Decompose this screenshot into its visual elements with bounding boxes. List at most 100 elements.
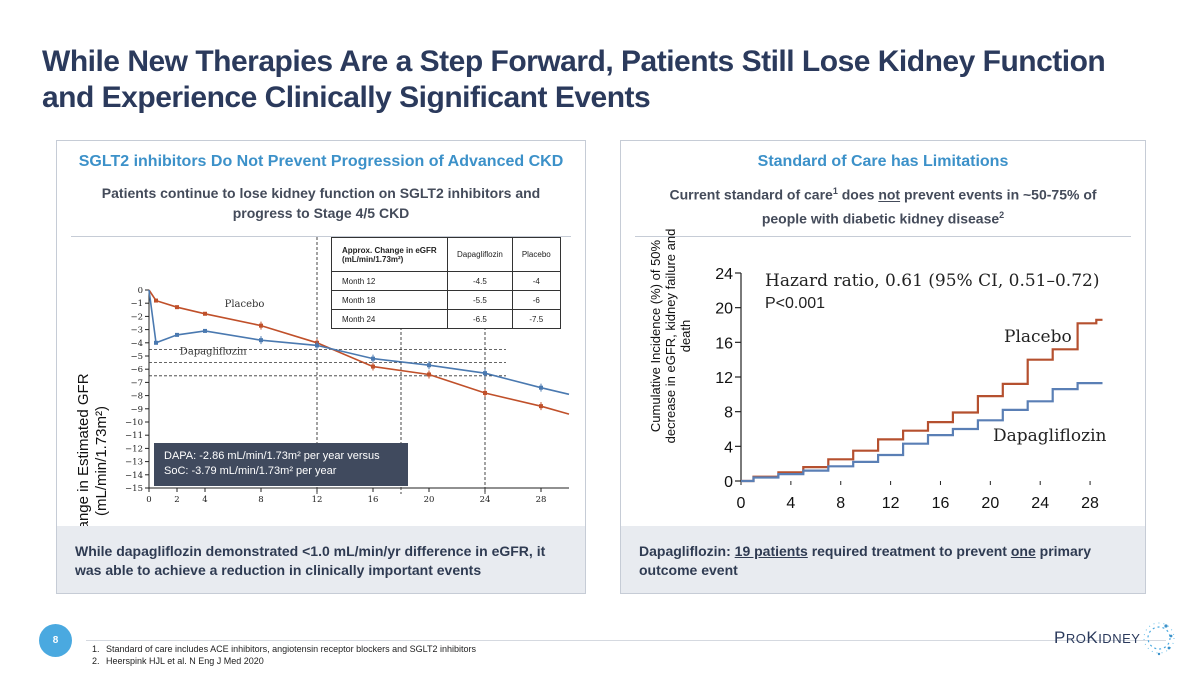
row-dapa: -5.5 — [447, 290, 513, 310]
y-tick-label: −12 — [125, 444, 143, 454]
y-tick-label: −5 — [130, 352, 143, 362]
series-label-placebo: Placebo — [1004, 327, 1072, 347]
footnote-num: 2. — [92, 656, 100, 666]
table-row: Month 18 -5.5 -6 — [331, 290, 561, 310]
x-tick-label: 24 — [1031, 495, 1049, 512]
y-tick-label: −2 — [130, 312, 143, 322]
logo-wordmark: PROKIDNEY — [1054, 628, 1140, 648]
footer-divider — [86, 640, 1166, 641]
footnote-1: 1. Standard of care includes ACE inhibito… — [92, 643, 476, 655]
x-tick-label: 20 — [424, 495, 435, 505]
logo-dots-icon — [1143, 622, 1175, 656]
y-tick-label: 8 — [724, 405, 733, 422]
data-point-dapagliflozin — [154, 340, 158, 345]
x-tick-label: 24 — [480, 495, 491, 505]
row-label: Month 24 — [331, 309, 448, 329]
footer-part: Dapagliflozin: — [639, 543, 735, 559]
table-row: Month 24 -6.5 -7.5 — [331, 309, 561, 329]
row-placebo: -7.5 — [511, 309, 561, 329]
row-placebo: -6 — [511, 290, 561, 310]
right-divider — [635, 236, 1131, 237]
right-panel-heading: Standard of Care has Limitations — [757, 153, 1009, 170]
data-point-dapagliflozin — [203, 328, 207, 333]
x-tick-label: 28 — [1081, 495, 1099, 512]
y-tick-label: −10 — [125, 418, 143, 428]
x-tick-label: 28 — [536, 495, 547, 505]
footer-one: one — [1010, 543, 1036, 559]
y-tick-label: −9 — [130, 405, 143, 415]
y-tick-label: −13 — [125, 458, 143, 468]
data-point-dapagliflozin — [175, 332, 179, 337]
hazard-ratio-annotation: Hazard ratio, 0.61 (95% CI, 0.51–0.72) — [765, 271, 1099, 291]
data-point-placebo — [203, 311, 207, 316]
data-point-placebo — [154, 298, 158, 303]
row-placebo: -4 — [511, 271, 561, 291]
data-point-placebo — [175, 305, 179, 310]
row-dapa: -4.5 — [447, 271, 513, 291]
y-tick-label: −3 — [130, 326, 143, 336]
left-panel-subheading: Patients continue to lose kidney functio… — [101, 185, 541, 221]
table-row: Month 12 -4.5 -4 — [331, 271, 561, 291]
y-tick-label: 0 — [724, 474, 733, 491]
left-panel: SGLT2 inhibitors Do Not Prevent Progress… — [56, 140, 586, 594]
subheading-part: does — [837, 186, 879, 203]
logo-part: RO — [1065, 631, 1087, 646]
y-tick-label: 24 — [715, 266, 733, 283]
egfr-table-header: Approx. Change in eGFR (mL/min/1.73m²) — [331, 237, 448, 272]
y-tick-label: 20 — [715, 301, 733, 318]
y-tick-label: −6 — [130, 365, 143, 375]
egfr-table: Approx. Change in eGFR (mL/min/1.73m²) D… — [331, 237, 561, 329]
x-tick-label: 0 — [737, 495, 746, 512]
subheading-not: not — [878, 186, 901, 203]
series-label-dapagliflozin: Dapagliflozin — [993, 426, 1107, 446]
y-tick-label: 0 — [138, 286, 143, 296]
right-panel-footer: Dapagliflozin: 19 patients required trea… — [621, 526, 1145, 593]
footer-part: required treatment to prevent — [807, 543, 1011, 559]
right-footer-text: Dapagliflozin: 19 patients required trea… — [639, 542, 1127, 580]
footnotes: 1. Standard of care includes ACE inhibito… — [92, 643, 476, 667]
p-value-annotation: P<0.001 — [765, 295, 825, 312]
page-number: 8 — [39, 624, 72, 657]
x-tick-label: 12 — [882, 495, 900, 512]
footnote-ref-1: 1 — [832, 186, 838, 196]
row-label: Month 12 — [331, 271, 448, 291]
x-tick-label: 8 — [836, 495, 845, 512]
logo-part: K — [1086, 628, 1099, 647]
incidence-chart: 0 4 8 12 16 20 24 0 4 8 12 16 20 24 28 Hazard ratio, 0.… — [715, 266, 1107, 512]
y-tick-label: −14 — [125, 471, 143, 481]
footnote-num: 1. — [92, 644, 100, 654]
y-tick-label: −7 — [130, 378, 143, 388]
footnote-2: 2. Heerspink HJL et al. N Eng J Med 2020 — [92, 655, 476, 667]
y-tick-label: 12 — [715, 370, 733, 387]
series-line-dapagliflozin — [741, 382, 1103, 483]
x-tick-label: 16 — [932, 495, 950, 512]
note-line-1: DAPA: -2.86 mL/min/1.73m² per year versu… — [164, 450, 380, 462]
x-tick-label: 8 — [258, 495, 263, 505]
y-tick-label: 4 — [724, 439, 733, 456]
x-tick-label: 16 — [368, 495, 379, 505]
logo-part: IDNEY — [1098, 631, 1141, 646]
right-panel-subheading: Current standard of care1 does not preve… — [645, 181, 1121, 228]
series-label-placebo: Placebo — [225, 299, 265, 310]
y-tick-label: −8 — [130, 392, 143, 402]
incidence-chart-ylabel: Cumulative Incidence (%) of 50% decrease… — [648, 228, 693, 444]
left-panel-heading: SGLT2 inhibitors Do Not Prevent Progress… — [78, 153, 564, 170]
footnote-ref-2: 2 — [999, 209, 1005, 220]
y-tick-label: −15 — [125, 484, 143, 494]
x-tick-label: 20 — [981, 495, 999, 512]
subheading-part: prevent events in ~50-75% of people with… — [761, 186, 1097, 227]
annual-decline-note: DAPA: -2.86 mL/min/1.73m² per year versu… — [154, 443, 408, 486]
right-panel: Standard of Care has Limitations Current… — [620, 140, 1146, 594]
footer-patients: 19 patients — [734, 543, 808, 559]
egfr-table-col-dapa: Dapagliflozin — [447, 237, 513, 272]
left-divider — [71, 236, 571, 237]
left-panel-footer: While dapagliflozin demonstrated <1.0 mL… — [57, 526, 585, 593]
page-title: While New Therapies Are a Step Forward, … — [42, 45, 1106, 114]
footer-part: primary outcome event — [639, 543, 1091, 578]
y-tick-label: −1 — [130, 299, 143, 309]
x-tick-label: 4 — [786, 495, 795, 512]
prokidney-logo: PROKIDNEY — [1054, 618, 1175, 658]
y-tick-label: −11 — [125, 431, 143, 441]
x-tick-label: 12 — [312, 495, 323, 505]
series-label-dapagliflozin: Dapagliflozin — [180, 347, 247, 358]
